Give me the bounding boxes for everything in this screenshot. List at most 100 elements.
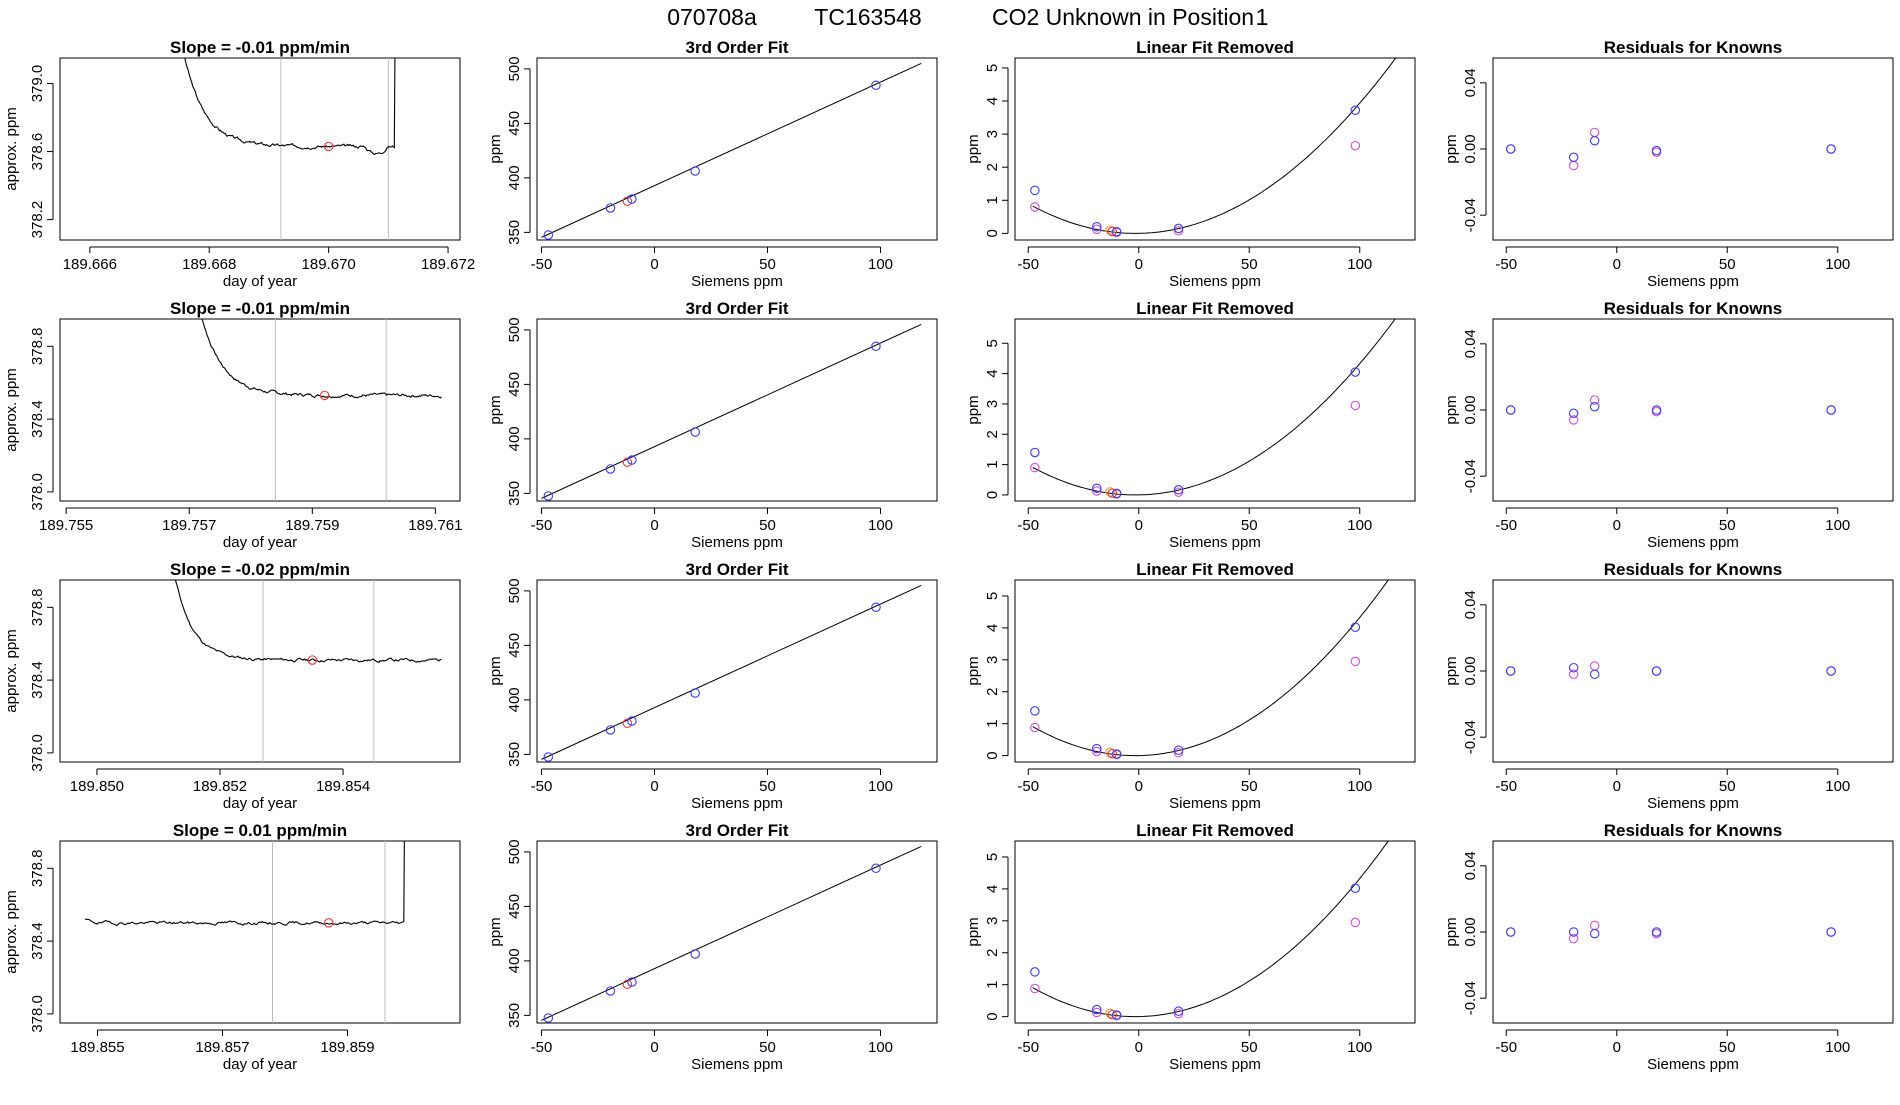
- y-axis-label: ppm: [965, 395, 982, 424]
- unknown-point: [622, 979, 633, 990]
- panel-3-2: Linear Fit Removed -50 0 50 100 Siemens ppm 0 1…: [965, 299, 1416, 551]
- panel-3-3: Linear Fit Removed -50 0 50 100 Siemens ppm 0 1…: [965, 560, 1416, 812]
- y-tick-label: 0.04: [1462, 68, 1479, 97]
- y-tick-label: 378.6: [29, 133, 46, 171]
- plot-frame: [1492, 318, 1894, 502]
- alt-point: [1350, 140, 1361, 151]
- panel-title: Linear Fit Removed: [1136, 38, 1294, 57]
- fit-line: [541, 323, 922, 499]
- x-tick-label: 189.757: [162, 517, 216, 534]
- known-point: [1173, 1006, 1184, 1016]
- plot-area: [1030, 319, 1396, 499]
- y-axis-label: ppm: [487, 917, 504, 946]
- y-tick-label: 1: [984, 720, 1001, 728]
- known-point: [1111, 749, 1122, 759]
- known-point: [605, 203, 616, 213]
- y-tick-label: 400: [506, 426, 523, 451]
- alt-point: [1173, 747, 1184, 758]
- orange-point: [1105, 225, 1115, 235]
- unknown-point: [323, 918, 334, 928]
- x-axis-label: Siemens ppm: [1169, 534, 1261, 551]
- y-axis-label: approx. ppm: [3, 629, 20, 712]
- x-tick-label: 0: [1135, 256, 1143, 273]
- y-tick-label: 400: [506, 948, 523, 973]
- plot-area: [541, 845, 922, 1023]
- y-tick-label: 2: [984, 688, 1001, 696]
- y-tick-label: -0.04: [1462, 459, 1479, 493]
- known-point: [627, 455, 637, 465]
- y-tick-label: 3: [984, 130, 1001, 138]
- x-tick-label: -50: [1495, 256, 1517, 273]
- y-tick-label: 378.4: [29, 922, 46, 960]
- y-tick-label: 0: [984, 491, 1001, 499]
- x-tick-label: -50: [1495, 1039, 1517, 1056]
- y-tick-label: 0: [984, 229, 1001, 237]
- known-point: [1651, 666, 1662, 676]
- known-point: [1350, 105, 1361, 116]
- y-tick-label: 0: [984, 1012, 1001, 1020]
- x-tick-label: 0: [1135, 517, 1143, 534]
- plot-frame: [1014, 318, 1416, 502]
- x-axis-label: Siemens ppm: [691, 534, 783, 551]
- plot-frame: [59, 318, 461, 502]
- y-tick-label: -0.04: [1462, 198, 1479, 232]
- x-tick-label: 189.759: [285, 517, 339, 534]
- panel-title: Slope = -0.01 ppm/min: [170, 38, 350, 57]
- known-point: [1589, 928, 1600, 939]
- x-tick-label: 50: [759, 778, 776, 795]
- unknown-point: [307, 655, 318, 665]
- series-trace: [174, 580, 442, 664]
- x-tick-label: 50: [759, 256, 776, 273]
- y-axis-label: ppm: [965, 917, 982, 946]
- known-point: [627, 716, 637, 726]
- known-point: [1092, 1004, 1102, 1015]
- known-point: [690, 166, 700, 176]
- y-tick-label: 2: [984, 949, 1001, 957]
- known-point: [1350, 883, 1361, 894]
- x-axis-label: Siemens ppm: [691, 1056, 783, 1073]
- x-tick-label: 189.666: [63, 256, 117, 273]
- known-point: [1350, 367, 1361, 377]
- y-axis-label: ppm: [1443, 917, 1460, 946]
- x-tick-label: 100: [1825, 1039, 1850, 1056]
- plot-frame: [1492, 840, 1894, 1024]
- y-tick-label: 0.00: [1462, 656, 1479, 685]
- known-point: [871, 602, 881, 612]
- unknown-point: [622, 457, 633, 467]
- x-tick-label: 50: [1719, 256, 1736, 273]
- y-axis-label: ppm: [1443, 656, 1460, 685]
- x-axis-label: Siemens ppm: [691, 795, 783, 812]
- series-trace: [201, 319, 442, 399]
- plot-area: [1505, 661, 1836, 680]
- panel-title: 3rd Order Fit: [686, 299, 789, 318]
- alt-point: [1030, 462, 1040, 473]
- fit-curve: [1032, 58, 1397, 234]
- y-tick-label: 500: [506, 839, 523, 864]
- x-tick-label: 100: [1347, 256, 1372, 273]
- panel-title: Residuals for Knowns: [1604, 821, 1783, 840]
- plot-frame: [1014, 840, 1416, 1024]
- plot-area: [541, 62, 922, 240]
- alt-point: [1568, 415, 1579, 425]
- known-point: [543, 491, 554, 501]
- x-tick-label: 100: [1347, 1039, 1372, 1056]
- y-tick-label: 350: [506, 220, 523, 245]
- y-tick-label: 5: [984, 853, 1001, 861]
- x-tick-label: 189.668: [182, 256, 236, 273]
- x-tick-label: 0: [1613, 778, 1621, 795]
- y-tick-label: 450: [506, 894, 523, 919]
- x-tick-label: 50: [759, 517, 776, 534]
- x-tick-label: -50: [531, 778, 553, 795]
- panel-title: 3rd Order Fit: [686, 821, 789, 840]
- known-point: [1173, 745, 1184, 755]
- x-axis-label: Siemens ppm: [1647, 795, 1739, 812]
- x-axis-label: Siemens ppm: [1647, 1056, 1739, 1073]
- y-tick-label: 0.00: [1462, 395, 1479, 424]
- x-axis-label: day of year: [223, 273, 297, 290]
- y-tick-label: 1: [984, 981, 1001, 989]
- panel-2-4: 3rd Order Fit -50 0 50 100 Siemens ppm 350 400 4…: [487, 821, 938, 1073]
- y-tick-label: 4: [984, 369, 1001, 377]
- x-tick-label: 189.850: [70, 778, 124, 795]
- known-point: [1092, 743, 1102, 754]
- x-tick-label: 50: [1241, 1039, 1258, 1056]
